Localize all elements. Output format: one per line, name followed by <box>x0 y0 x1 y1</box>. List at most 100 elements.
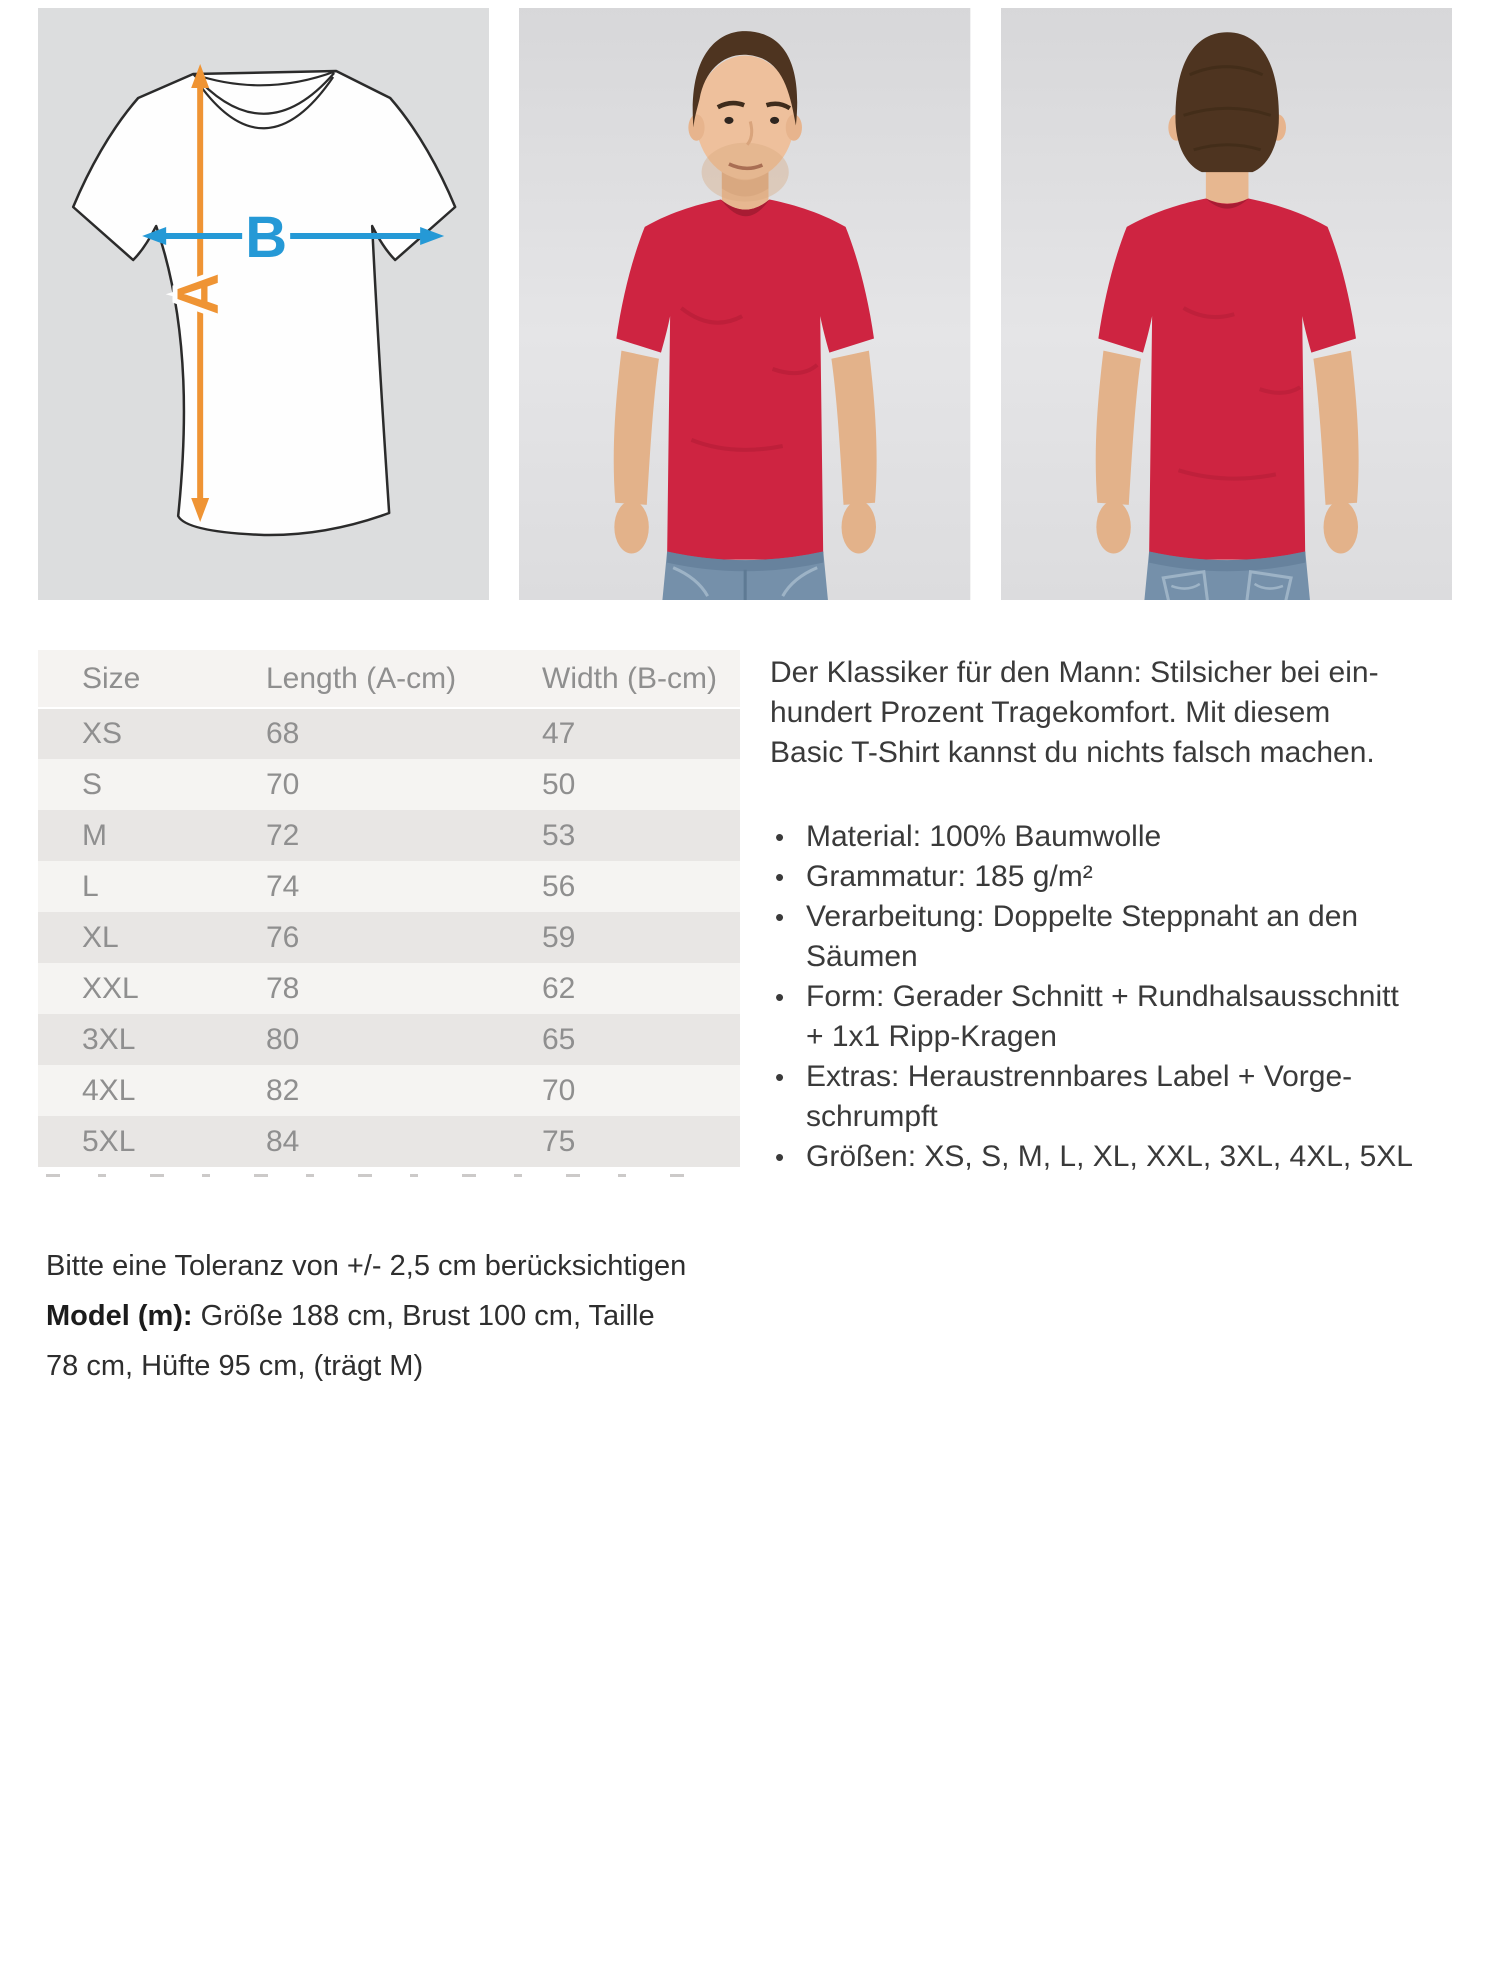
size-cell: XS <box>82 717 123 750</box>
bullet-text: Material: 100% Baumwolle <box>806 817 1161 857</box>
model-back-photo <box>1000 8 1452 600</box>
tshirt-measure-diagram: A B <box>38 8 490 600</box>
table-row: XL 76 59 <box>38 912 740 963</box>
feature-bullet-list: • Material: 100% Baumwolle • Grammatur: 185… <box>770 817 1460 1177</box>
bullet-line: + 1x1 Ripp-Kragen <box>806 1020 1057 1053</box>
table-row: 5XL 84 75 <box>38 1116 740 1167</box>
length-cell: 84 <box>266 1124 300 1158</box>
intro-line: Der Klassiker für den Mann: Stilsicher b… <box>770 656 1379 689</box>
size-cell: XL <box>82 920 119 954</box>
size-cell: S <box>82 767 103 801</box>
bullet-dot: • <box>775 822 785 852</box>
column-header: Width (B-cm) <box>542 650 740 709</box>
collar-band-top-line <box>192 72 335 115</box>
width-cell: 47 <box>542 717 576 750</box>
size-cell: XXL <box>82 971 139 1005</box>
length-cell: 72 <box>266 818 300 852</box>
width-cell: 50 <box>542 767 576 801</box>
jeans-front <box>662 551 829 600</box>
product-photo-front <box>519 8 971 600</box>
collar-band-bottom-line <box>195 76 335 130</box>
bullet-dot: • <box>775 1142 785 1172</box>
size-cell: M <box>82 818 107 852</box>
model-info: Model (m): Größe 188 cm, Brust 100 cm, T… <box>46 1291 740 1391</box>
feature-bullet: • Grammatur: 185 g/m² <box>770 857 1460 897</box>
length-cell: 68 <box>266 717 300 750</box>
size-guide-section: Size Length (A-cm) Width (B-cm) XS 68 47 S 70 5… <box>38 650 1496 1391</box>
bullet-text: Verarbeitung: Doppelte Steppnaht an den S… <box>806 897 1358 977</box>
size-cell: 3XL <box>82 1022 136 1056</box>
tshirt-outline <box>71 69 457 537</box>
product-photo-back <box>1000 8 1452 600</box>
model-measurements-line1: Größe 188 cm, Brust 100 cm, Taille <box>192 1300 655 1332</box>
product-description: Der Klassiker für den Mann: Stilsicher b… <box>770 650 1460 1177</box>
width-cell: 70 <box>542 1073 576 1107</box>
bullet-text: Extras: Heraustrennbares Label + Vorge-s… <box>806 1057 1352 1137</box>
feature-bullet: • Extras: Heraustrennbares Label + Vorge-… <box>770 1057 1460 1137</box>
feature-bullet: • Verarbeitung: Doppelte Steppnaht an den… <box>770 897 1460 977</box>
label-b: B <box>245 205 287 270</box>
bullet-line: Grammatur: 185 g/m² <box>806 860 1093 893</box>
bullet-line: Säumen <box>806 940 918 973</box>
length-cell: 76 <box>266 920 300 954</box>
model-front-photo <box>519 8 971 600</box>
tolerance-note: Bitte eine Toleranz von +/- 2,5 cm berüc… <box>46 1250 687 1282</box>
size-diagram-image: A B <box>38 8 490 600</box>
bullet-text: Form: Gerader Schnitt + Rundhalsausschni… <box>806 977 1399 1057</box>
size-cell: 5XL <box>82 1124 136 1158</box>
bullet-line: Extras: Heraustrennbares Label + Vorge- <box>806 1060 1353 1093</box>
bullet-line: schrumpft <box>806 1100 938 1133</box>
head-back <box>1168 32 1286 173</box>
collar-back-line <box>192 69 337 87</box>
red-tshirt-front <box>616 199 875 560</box>
intro-line: Basic T-Shirt kannst du nichts falsch ma… <box>770 736 1375 769</box>
width-cell: 75 <box>542 1124 576 1158</box>
length-cell: 74 <box>266 869 300 903</box>
hair <box>693 31 798 128</box>
clipped-next-table-row <box>46 1174 686 1177</box>
intro-line: hundert Prozent Tragekomfort. Mit diesem <box>770 696 1331 729</box>
table-row: L 74 56 <box>38 861 740 912</box>
jeans-back <box>1144 551 1310 600</box>
model-label: Model (m): <box>46 1300 193 1332</box>
length-cell: 80 <box>266 1022 300 1056</box>
model-measurements-line2: 78 cm, Hüfte 95 cm, (trägt M) <box>46 1350 424 1382</box>
size-cell: 4XL <box>82 1073 136 1107</box>
width-cell: 62 <box>542 971 576 1005</box>
bullet-text: Grammatur: 185 g/m² <box>806 857 1093 897</box>
table-row: XS 68 47 <box>38 708 740 759</box>
face <box>695 55 796 180</box>
red-tshirt-back <box>1098 198 1356 560</box>
width-cell: 56 <box>542 869 576 903</box>
table-row: S 70 50 <box>38 759 740 810</box>
bullet-line: Material: 100% Baumwolle <box>806 820 1162 853</box>
width-cell: 65 <box>542 1022 576 1056</box>
table-row: XXL 78 62 <box>38 963 740 1014</box>
table-row: M 72 53 <box>38 810 740 861</box>
bullet-dot: • <box>775 1062 785 1092</box>
feature-bullet: • Größen: XS, S, M, L, XL, XXL, 3XL, 4XL,… <box>770 1137 1460 1177</box>
length-cell: 78 <box>266 971 300 1005</box>
width-cell: 53 <box>542 818 576 852</box>
bullet-line: Verarbeitung: Doppelte Steppnaht an den <box>806 900 1359 933</box>
width-arrow-b: B <box>142 205 445 270</box>
feature-bullet: • Form: Gerader Schnitt + Rundhalsausschn… <box>770 977 1460 1057</box>
length-arrow-a: A <box>161 64 236 522</box>
width-cell: 59 <box>542 920 576 954</box>
bullet-line: Größen: XS, S, M, L, XL, XXL, 3XL, 4XL, … <box>806 1140 1413 1173</box>
label-a: A <box>166 273 231 315</box>
feature-bullet: • Material: 100% Baumwolle <box>770 817 1460 857</box>
column-header: Size <box>38 650 266 709</box>
description-intro: Der Klassiker für den Mann: Stilsicher b… <box>770 653 1460 773</box>
column-header: Length (A-cm) <box>266 650 542 709</box>
product-images-row: A B <box>38 8 1452 600</box>
length-cell: 82 <box>266 1073 300 1107</box>
table-row: 4XL 82 70 <box>38 1065 740 1116</box>
bullet-dot: • <box>775 982 785 1012</box>
bullet-line: Form: Gerader Schnitt + Rundhalsausschni… <box>806 980 1399 1013</box>
size-table: Size Length (A-cm) Width (B-cm) XS 68 47 S 70 5… <box>38 650 740 1167</box>
size-chart-column: Size Length (A-cm) Width (B-cm) XS 68 47 S 70 5… <box>38 650 740 1391</box>
table-row: 3XL 80 65 <box>38 1014 740 1065</box>
size-cell: L <box>82 869 99 903</box>
bullet-text: Größen: XS, S, M, L, XL, XXL, 3XL, 4XL, … <box>806 1137 1413 1177</box>
